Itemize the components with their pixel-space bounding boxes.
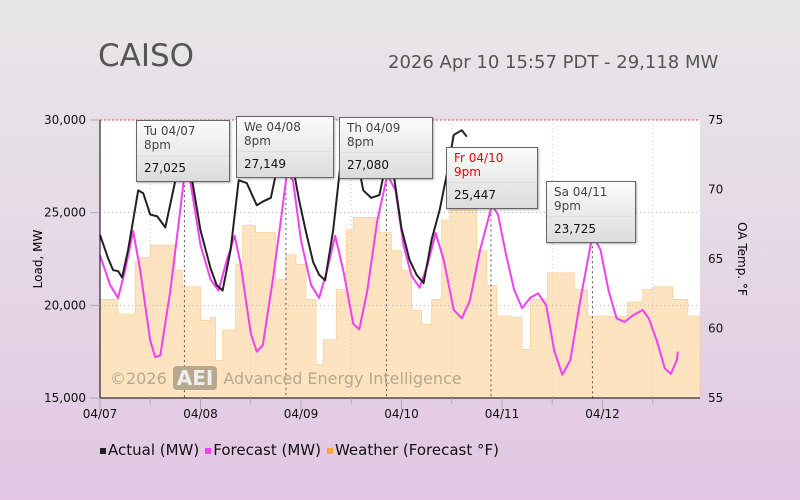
legend-label: Weather (Forecast °F) <box>334 441 499 459</box>
x-tick-label: 04/10 <box>384 407 419 421</box>
y-axis-label: Load, MW <box>31 230 45 289</box>
tooltip-value: 27,025 <box>144 161 186 175</box>
chart-title: CAISO <box>98 38 195 74</box>
legend-actual[interactable]: Actual (MW) <box>100 441 199 459</box>
x-tick-label: 04/11 <box>485 407 520 421</box>
tooltip-value: 27,149 <box>244 157 286 171</box>
tooltip-label: Sa 04/11 9pm <box>547 182 635 217</box>
legend: Actual (MW) Forecast (MW) Weather (Forec… <box>100 441 499 459</box>
tooltip-th: Th 04/09 8pm 27,080 <box>339 117 433 179</box>
tooltip-value: 23,725 <box>554 222 596 236</box>
y2-tick-label: 70 <box>708 183 723 197</box>
tooltip-fr: Fr 04/10 9pm 25,447 <box>446 147 538 209</box>
tooltip-sa: Sa 04/11 9pm 23,725 <box>546 181 636 243</box>
tooltip-label: Th 04/09 8pm <box>340 118 432 153</box>
tooltip-value: 25,447 <box>454 188 496 202</box>
y2-tick-label: 60 <box>708 322 723 336</box>
legend-forecast[interactable]: Forecast (MW) <box>205 441 321 459</box>
legend-label: Forecast (MW) <box>213 441 321 459</box>
watermark-year: ©2026 <box>110 368 167 388</box>
tooltip-tu: Tu 04/07 8pm 27,025 <box>136 120 230 182</box>
x-tick-label: 04/09 <box>284 407 319 421</box>
x-tick-label: 04/08 <box>183 407 218 421</box>
chart-subtitle: 2026 Apr 10 15:57 PDT - 29,118 MW <box>388 52 719 73</box>
legend-label: Actual (MW) <box>108 441 200 459</box>
y-tick-label: 25,000 <box>44 206 86 220</box>
x-tick-label: 04/12 <box>585 407 620 421</box>
tooltip-label: Fr 04/10 9pm <box>447 148 537 183</box>
y-tick-label: 15,000 <box>44 391 86 405</box>
tooltip-value: 27,080 <box>347 158 389 172</box>
y-tick-label: 30,000 <box>44 113 86 127</box>
y-tick-label: 20,000 <box>44 298 86 312</box>
tooltip-label: We 04/08 8pm <box>237 117 333 152</box>
y2-tick-label: 75 <box>708 113 723 127</box>
x-tick-label: 04/07 <box>83 407 118 421</box>
y2-axis-label: OA Temp. °F <box>735 222 749 296</box>
y2-tick-label: 65 <box>708 252 723 266</box>
tooltip-we: We 04/08 8pm 27,149 <box>236 116 334 178</box>
y2-tick-label: 55 <box>708 391 723 405</box>
watermark: ©2026 AEI Advanced Energy Intelligence <box>110 366 462 390</box>
legend-weather[interactable]: Weather (Forecast °F) <box>326 441 499 459</box>
weather-area <box>99 194 701 399</box>
watermark-text: Advanced Energy Intelligence <box>223 368 462 388</box>
aei-logo: AEI <box>172 366 218 390</box>
tooltip-label: Tu 04/07 8pm <box>137 121 229 156</box>
